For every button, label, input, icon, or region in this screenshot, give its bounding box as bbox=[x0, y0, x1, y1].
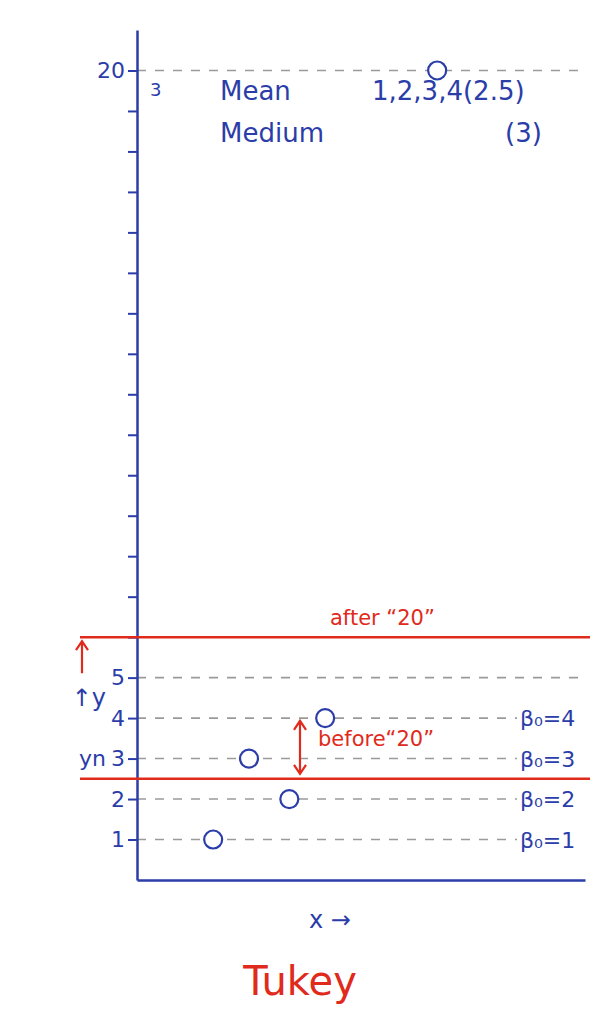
y-tick: 1 bbox=[111, 827, 137, 852]
y-tick-mark bbox=[128, 596, 137, 598]
y-tick-mark bbox=[128, 232, 137, 234]
y-tick-mark bbox=[128, 434, 137, 436]
grid-line bbox=[137, 677, 585, 679]
label-background bbox=[517, 706, 578, 731]
point bbox=[240, 750, 258, 768]
annotation: (3) bbox=[505, 118, 542, 148]
reference-lines: before“20” after “20” bbox=[76, 606, 590, 779]
y-axis-line bbox=[136, 31, 139, 881]
y-tick bbox=[128, 273, 137, 274]
arrow bbox=[76, 641, 88, 673]
label-background bbox=[517, 747, 578, 772]
y-tick-label: 1 bbox=[111, 827, 125, 852]
annotations: Mean1,2,3,4(2.5)Medium(3)3yn bbox=[79, 76, 542, 771]
annotation: 1,2,3,4(2.5) bbox=[372, 76, 525, 106]
y-tick-mark bbox=[128, 677, 137, 679]
label-background bbox=[517, 828, 578, 853]
y-tick-label: 5 bbox=[111, 665, 125, 690]
y-tick-mark bbox=[128, 353, 137, 355]
point bbox=[280, 790, 298, 808]
y-tick-mark bbox=[128, 313, 137, 315]
y-tick-mark bbox=[128, 151, 137, 153]
reference-line bbox=[80, 636, 590, 639]
title: Tukey bbox=[242, 958, 357, 1004]
x-axis-line bbox=[138, 879, 586, 882]
reference-label: after “20” bbox=[330, 606, 435, 630]
annotation: Medium bbox=[220, 118, 324, 148]
y-tick bbox=[128, 475, 137, 476]
x-axis-title: x → bbox=[309, 906, 351, 934]
y-tick bbox=[128, 516, 137, 517]
data-labels: β₀=1 β₀=2 β₀=3 β₀=4 bbox=[517, 706, 578, 852]
y-tick bbox=[128, 597, 137, 598]
point bbox=[316, 709, 334, 727]
label-background bbox=[517, 787, 578, 812]
y-tick-mark bbox=[128, 475, 137, 477]
y-tick bbox=[128, 354, 137, 355]
y-tick bbox=[128, 394, 137, 395]
data-label: β₀=4 bbox=[520, 706, 575, 731]
data-label: β₀=1 bbox=[520, 828, 575, 853]
y-axis-title: ↑y bbox=[72, 684, 106, 712]
chart: 1234520before“20”after “20”β₀=1β₀=2β₀=3β… bbox=[0, 0, 604, 1016]
grid bbox=[137, 70, 585, 839]
y-tick: 2 bbox=[111, 787, 137, 812]
y-tick-mark bbox=[128, 110, 137, 112]
y-tick bbox=[128, 232, 137, 233]
reference-label: before“20” bbox=[318, 727, 434, 751]
y-tick-mark bbox=[128, 839, 137, 841]
y-tick bbox=[128, 556, 137, 557]
y-tick-label: 3 bbox=[111, 746, 125, 771]
y-tick-mark bbox=[128, 515, 137, 517]
y-tick: 3 bbox=[111, 746, 137, 771]
points bbox=[204, 61, 446, 848]
annotation: Mean bbox=[220, 76, 291, 106]
y-tick-mark bbox=[128, 718, 137, 720]
grid-line bbox=[137, 70, 585, 72]
data-label: β₀=3 bbox=[520, 747, 575, 772]
point bbox=[204, 831, 222, 849]
y-tick-mark bbox=[128, 556, 137, 558]
y-tick-label: 4 bbox=[111, 706, 125, 731]
y-tick-label: 20 bbox=[97, 58, 125, 83]
y-tick-mark bbox=[128, 799, 137, 801]
y-tick-label: 2 bbox=[111, 787, 125, 812]
y-tick-mark bbox=[128, 272, 137, 274]
reference-line bbox=[80, 778, 590, 781]
y-tick bbox=[128, 151, 137, 152]
y-tick-mark bbox=[128, 70, 137, 72]
y-tick bbox=[128, 313, 137, 314]
x-axis bbox=[138, 880, 586, 881]
y-tick bbox=[128, 192, 137, 193]
y-tick-mark bbox=[128, 394, 137, 396]
data-label: β₀=2 bbox=[520, 787, 575, 812]
annotation: 3 bbox=[150, 79, 161, 100]
annotation: yn bbox=[79, 746, 106, 771]
y-tick bbox=[128, 435, 137, 436]
y-tick: 5 bbox=[111, 665, 137, 690]
y-tick: 4 bbox=[111, 706, 137, 731]
arrow bbox=[294, 721, 306, 774]
y-tick: 20 bbox=[97, 58, 137, 83]
y-tick-mark bbox=[128, 758, 137, 760]
y-tick-mark bbox=[128, 191, 137, 193]
y-tick bbox=[128, 111, 137, 112]
